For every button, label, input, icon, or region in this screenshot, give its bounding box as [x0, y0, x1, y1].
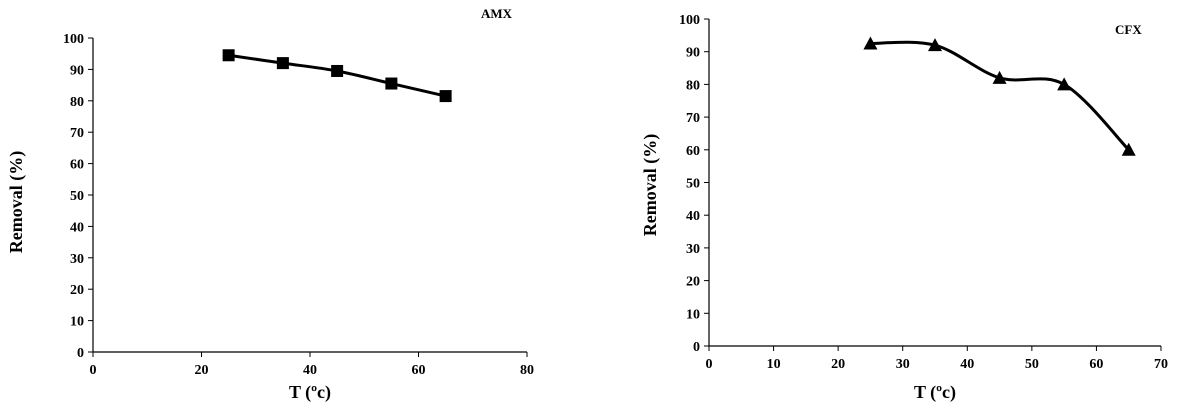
x-tick-label: 40 [960, 357, 974, 372]
y-tick-label: 20 [686, 275, 700, 290]
chart-amx: 0 10 20 30 40 50 60 70 80 90 100 0 20 40 60 80 AMX T (º… [0, 0, 560, 406]
data-point-marker [992, 70, 1007, 84]
y-tick-label: 50 [686, 177, 700, 192]
x-tick-label: 50 [1025, 357, 1039, 372]
data-point-marker [928, 38, 942, 52]
x-tick-label: 70 [1154, 357, 1168, 372]
y-axis-label: Removal (%) [6, 151, 27, 253]
y-tick-label: 70 [70, 126, 84, 141]
y-tick-label: 60 [686, 144, 700, 159]
data-point-marker [385, 77, 398, 90]
y-tick-label: 100 [63, 32, 84, 47]
y-tick-label: 40 [686, 209, 700, 224]
x-tick-label: 60 [1089, 357, 1103, 372]
data-point-marker [863, 36, 878, 50]
x-tick-label: 0 [90, 363, 97, 378]
y-tick-label: 20 [70, 283, 84, 298]
x-axis-label: T (ºc) [914, 382, 956, 403]
chart-annotation: AMX [481, 6, 513, 21]
x-tick-label: 30 [896, 357, 910, 372]
y-tick-label: 70 [686, 111, 700, 126]
chart-amx-svg: 0 10 20 30 40 50 60 70 80 90 100 0 20 40 60 80 AMX T (º… [6, 6, 534, 403]
data-point-marker [1121, 142, 1136, 156]
chart-cfx-svg: 0 10 20 30 40 50 60 70 80 90 100 0 10 20 30 40 50 60 70 CF… [640, 13, 1168, 403]
x-tick-label: 60 [412, 363, 426, 378]
data-point-marker [331, 64, 344, 77]
y-tick-label: 50 [70, 189, 84, 204]
y-tick-label: 80 [686, 78, 700, 93]
y-tick-label: 0 [693, 340, 700, 355]
y-tick-label: 30 [686, 242, 700, 257]
x-tick-label: 10 [767, 357, 781, 372]
y-tick-label: 10 [70, 315, 84, 330]
x-tick-label: 40 [303, 363, 317, 378]
x-tick-label: 20 [195, 363, 209, 378]
y-tick-label: 0 [77, 346, 84, 361]
data-point-marker [222, 49, 235, 62]
data-point-marker [439, 90, 452, 103]
x-axis-label: T (ºc) [289, 382, 331, 403]
series-line [870, 40, 1130, 151]
chart-annotation: CFX [1115, 22, 1142, 37]
y-tick-label: 100 [679, 13, 700, 28]
y-axis-label: Removal (%) [640, 134, 661, 236]
x-tick-label: 80 [520, 363, 534, 378]
x-tick-label: 20 [831, 357, 845, 372]
y-tick-label: 60 [70, 158, 84, 173]
data-point-marker [276, 57, 289, 70]
y-tick-label: 40 [70, 220, 84, 235]
y-tick-label: 80 [70, 95, 84, 110]
data-point-marker [1057, 77, 1072, 91]
y-tick-label: 90 [686, 46, 700, 61]
y-tick-label: 30 [70, 252, 84, 267]
y-tick-label: 90 [70, 63, 84, 78]
x-tick-label: 0 [706, 357, 713, 372]
chart-cfx: 0 10 20 30 40 50 60 70 80 90 100 0 10 20 30 40 50 60 70 CF… [610, 0, 1179, 406]
y-tick-label: 10 [686, 307, 700, 322]
